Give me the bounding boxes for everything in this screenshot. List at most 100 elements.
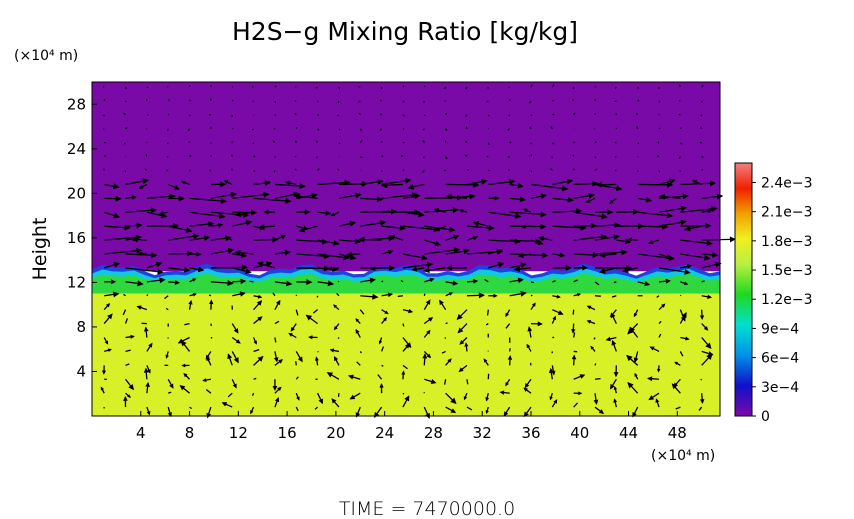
wind-vector-head (425, 299, 431, 305)
wind-vector (487, 114, 490, 117)
wind-vector (486, 100, 489, 103)
wind-vector (656, 295, 660, 298)
colorbar-tick-label: 1.5e−3 (761, 263, 813, 279)
wind-vector-head (223, 180, 229, 185)
wind-vector-head (131, 236, 138, 243)
wind-vector-head (590, 222, 598, 229)
wind-vector (336, 293, 340, 297)
wind-vector (614, 100, 617, 103)
wind-vector-head (297, 356, 303, 363)
colorbar-gradient (734, 162, 753, 417)
wind-vector (274, 100, 277, 104)
wind-vector (423, 100, 425, 104)
wind-vector-head (304, 209, 311, 215)
wind-vector-head (661, 303, 666, 308)
wind-vector-head (464, 342, 469, 347)
wind-vector (594, 363, 597, 366)
wind-vector-head (257, 294, 263, 299)
wind-vector (274, 320, 280, 325)
wind-vector (146, 294, 149, 297)
wind-vector-head (377, 178, 384, 185)
x-tick-label: 20 (326, 424, 345, 442)
wind-vector (124, 86, 127, 90)
colorbar-tick-label: 1.2e−3 (761, 292, 813, 308)
wind-vector-head (624, 238, 632, 245)
wind-vector-head (284, 180, 291, 186)
wind-vector-head (566, 178, 574, 185)
wind-vector (701, 100, 703, 103)
wind-vector-head (556, 294, 561, 299)
wind-vector-head (517, 182, 524, 189)
wind-vector-head (169, 193, 176, 200)
wind-vector-head (209, 299, 214, 305)
wind-vector (360, 210, 397, 213)
wind-vector (272, 292, 276, 297)
wind-vector-head (263, 191, 270, 198)
wind-vector-head (605, 336, 611, 342)
time-footer: TIME = 7470000.0 (339, 498, 515, 519)
wind-vector (573, 112, 576, 116)
wind-vector (465, 114, 468, 117)
wind-vector-head (290, 326, 295, 332)
wind-vector-head (107, 348, 112, 353)
wind-vector-head (507, 355, 513, 360)
wind-vector-head (426, 329, 431, 335)
wind-vector (317, 181, 350, 186)
wind-vector (507, 168, 511, 172)
wind-vector-head (136, 305, 142, 310)
wind-vector-head (233, 328, 239, 334)
wind-vector (466, 168, 470, 172)
wind-vector-head (421, 254, 428, 261)
wind-vector-head (658, 193, 666, 200)
wind-vector (294, 168, 297, 171)
wind-vector-head (649, 346, 655, 351)
wind-vector (402, 100, 405, 103)
wind-vector (249, 280, 254, 283)
wind-vector (593, 337, 596, 340)
wind-vector-head (615, 185, 623, 192)
wind-vector (465, 86, 468, 90)
wind-vector-head (571, 354, 577, 360)
wind-vector (637, 99, 640, 102)
wind-vector (658, 320, 662, 325)
wind-vector-head (655, 398, 660, 403)
wind-vector (379, 128, 383, 132)
wind-vector-head (326, 372, 334, 378)
wind-vector (230, 168, 233, 171)
y-axis-label: Height (29, 218, 51, 281)
wind-vector (402, 114, 406, 118)
y-tick-label: 24 (67, 140, 86, 158)
wind-vector-head (531, 302, 536, 307)
wind-vector (466, 406, 473, 411)
wind-vector-head (273, 357, 279, 363)
wind-vector (423, 85, 426, 88)
wind-vector (487, 142, 490, 146)
wind-vector (381, 280, 384, 283)
wind-vector (679, 294, 682, 297)
wind-vector (594, 156, 597, 159)
wind-vector-head (333, 240, 340, 246)
wind-vector-head (413, 193, 421, 200)
wind-vector (552, 99, 555, 102)
wind-vector-head (680, 219, 688, 226)
wind-vector (189, 99, 191, 102)
wind-vector-head (183, 266, 191, 273)
wind-vector-head (325, 210, 332, 216)
wind-vector (397, 295, 404, 298)
wind-vector-head (613, 398, 618, 403)
wind-vector (508, 114, 511, 117)
wind-vector-head (137, 280, 144, 287)
wind-vector-head (576, 208, 583, 215)
wind-vector-head (607, 209, 614, 216)
wind-vector (125, 253, 157, 257)
wind-vector-head (130, 334, 135, 339)
wind-vector-head (405, 177, 412, 184)
wind-vector-head (277, 386, 282, 392)
wind-vector (701, 84, 704, 88)
wind-vector-head (551, 370, 556, 376)
wind-vector-head (240, 278, 247, 285)
wind-vector-head (112, 291, 120, 298)
wind-vector (507, 155, 510, 158)
wind-vector-head (537, 240, 544, 246)
wind-vector (338, 142, 341, 145)
